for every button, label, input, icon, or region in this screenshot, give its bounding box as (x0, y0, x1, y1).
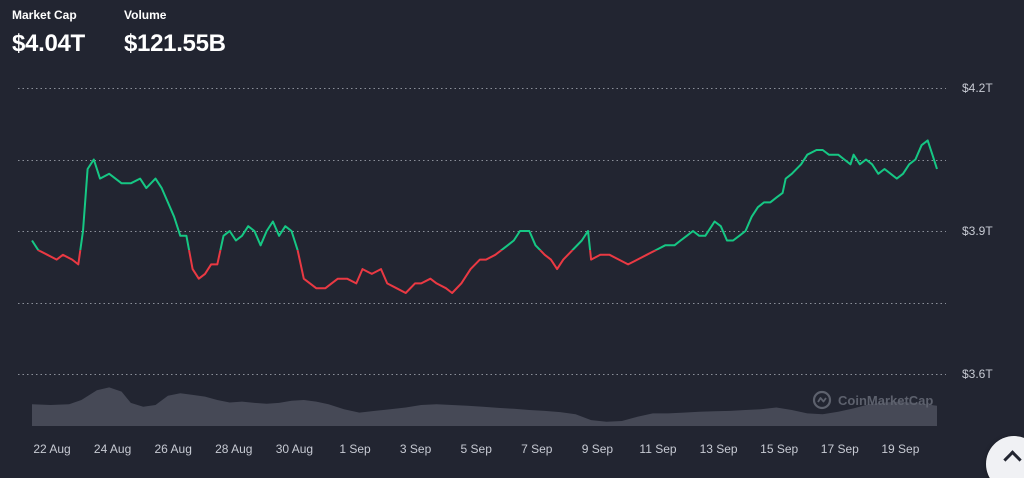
x-tick-label: 3 Sep (400, 442, 432, 456)
x-tick-label: 26 Aug (155, 442, 192, 456)
x-tick-label: 13 Sep (700, 442, 738, 456)
x-axis-labels: 22 Aug 24 Aug 26 Aug 28 Aug 30 Aug 1 Sep 3 Sep… (33, 442, 919, 456)
x-tick-label: 15 Sep (760, 442, 798, 456)
volume-stat: Volume $121.55B (124, 8, 226, 58)
x-tick-label: 9 Sep (582, 442, 614, 456)
y-axis-labels: $3.6T $3.9T $4.2T (962, 81, 993, 381)
y-tick-label: $3.9T (962, 224, 993, 238)
x-tick-label: 24 Aug (94, 442, 131, 456)
y-tick-label: $4.2T (962, 81, 993, 95)
coinmarketcap-logo-icon (812, 390, 832, 410)
x-tick-label: 7 Sep (521, 442, 553, 456)
price-line (31, 139, 938, 294)
gridlines (18, 88, 946, 375)
market-cap-stat: Market Cap $4.04T (12, 8, 85, 58)
x-tick-label: 19 Sep (881, 442, 919, 456)
x-tick-label: 22 Aug (33, 442, 70, 456)
y-tick-label: $3.6T (962, 367, 993, 381)
x-tick-label: 30 Aug (276, 442, 313, 456)
volume-value: $121.55B (124, 30, 226, 57)
volume-area (32, 387, 937, 426)
x-tick-label: 28 Aug (215, 442, 252, 456)
x-tick-label: 17 Sep (821, 442, 859, 456)
volume-area-path (32, 387, 937, 426)
price-line-up-segment (31, 139, 938, 251)
watermark: CoinMarketCap (812, 390, 933, 410)
market-cap-value: $4.04T (12, 30, 85, 57)
x-tick-label: 11 Sep (639, 442, 676, 456)
x-tick-label: 5 Sep (461, 442, 493, 456)
x-tick-label: 1 Sep (339, 442, 371, 456)
market-cap-label: Market Cap (12, 8, 77, 22)
price-line-down-segment (36, 250, 659, 294)
watermark-text: CoinMarketCap (838, 393, 933, 408)
chevron-up-icon (1003, 450, 1022, 469)
volume-label: Volume (124, 8, 167, 22)
